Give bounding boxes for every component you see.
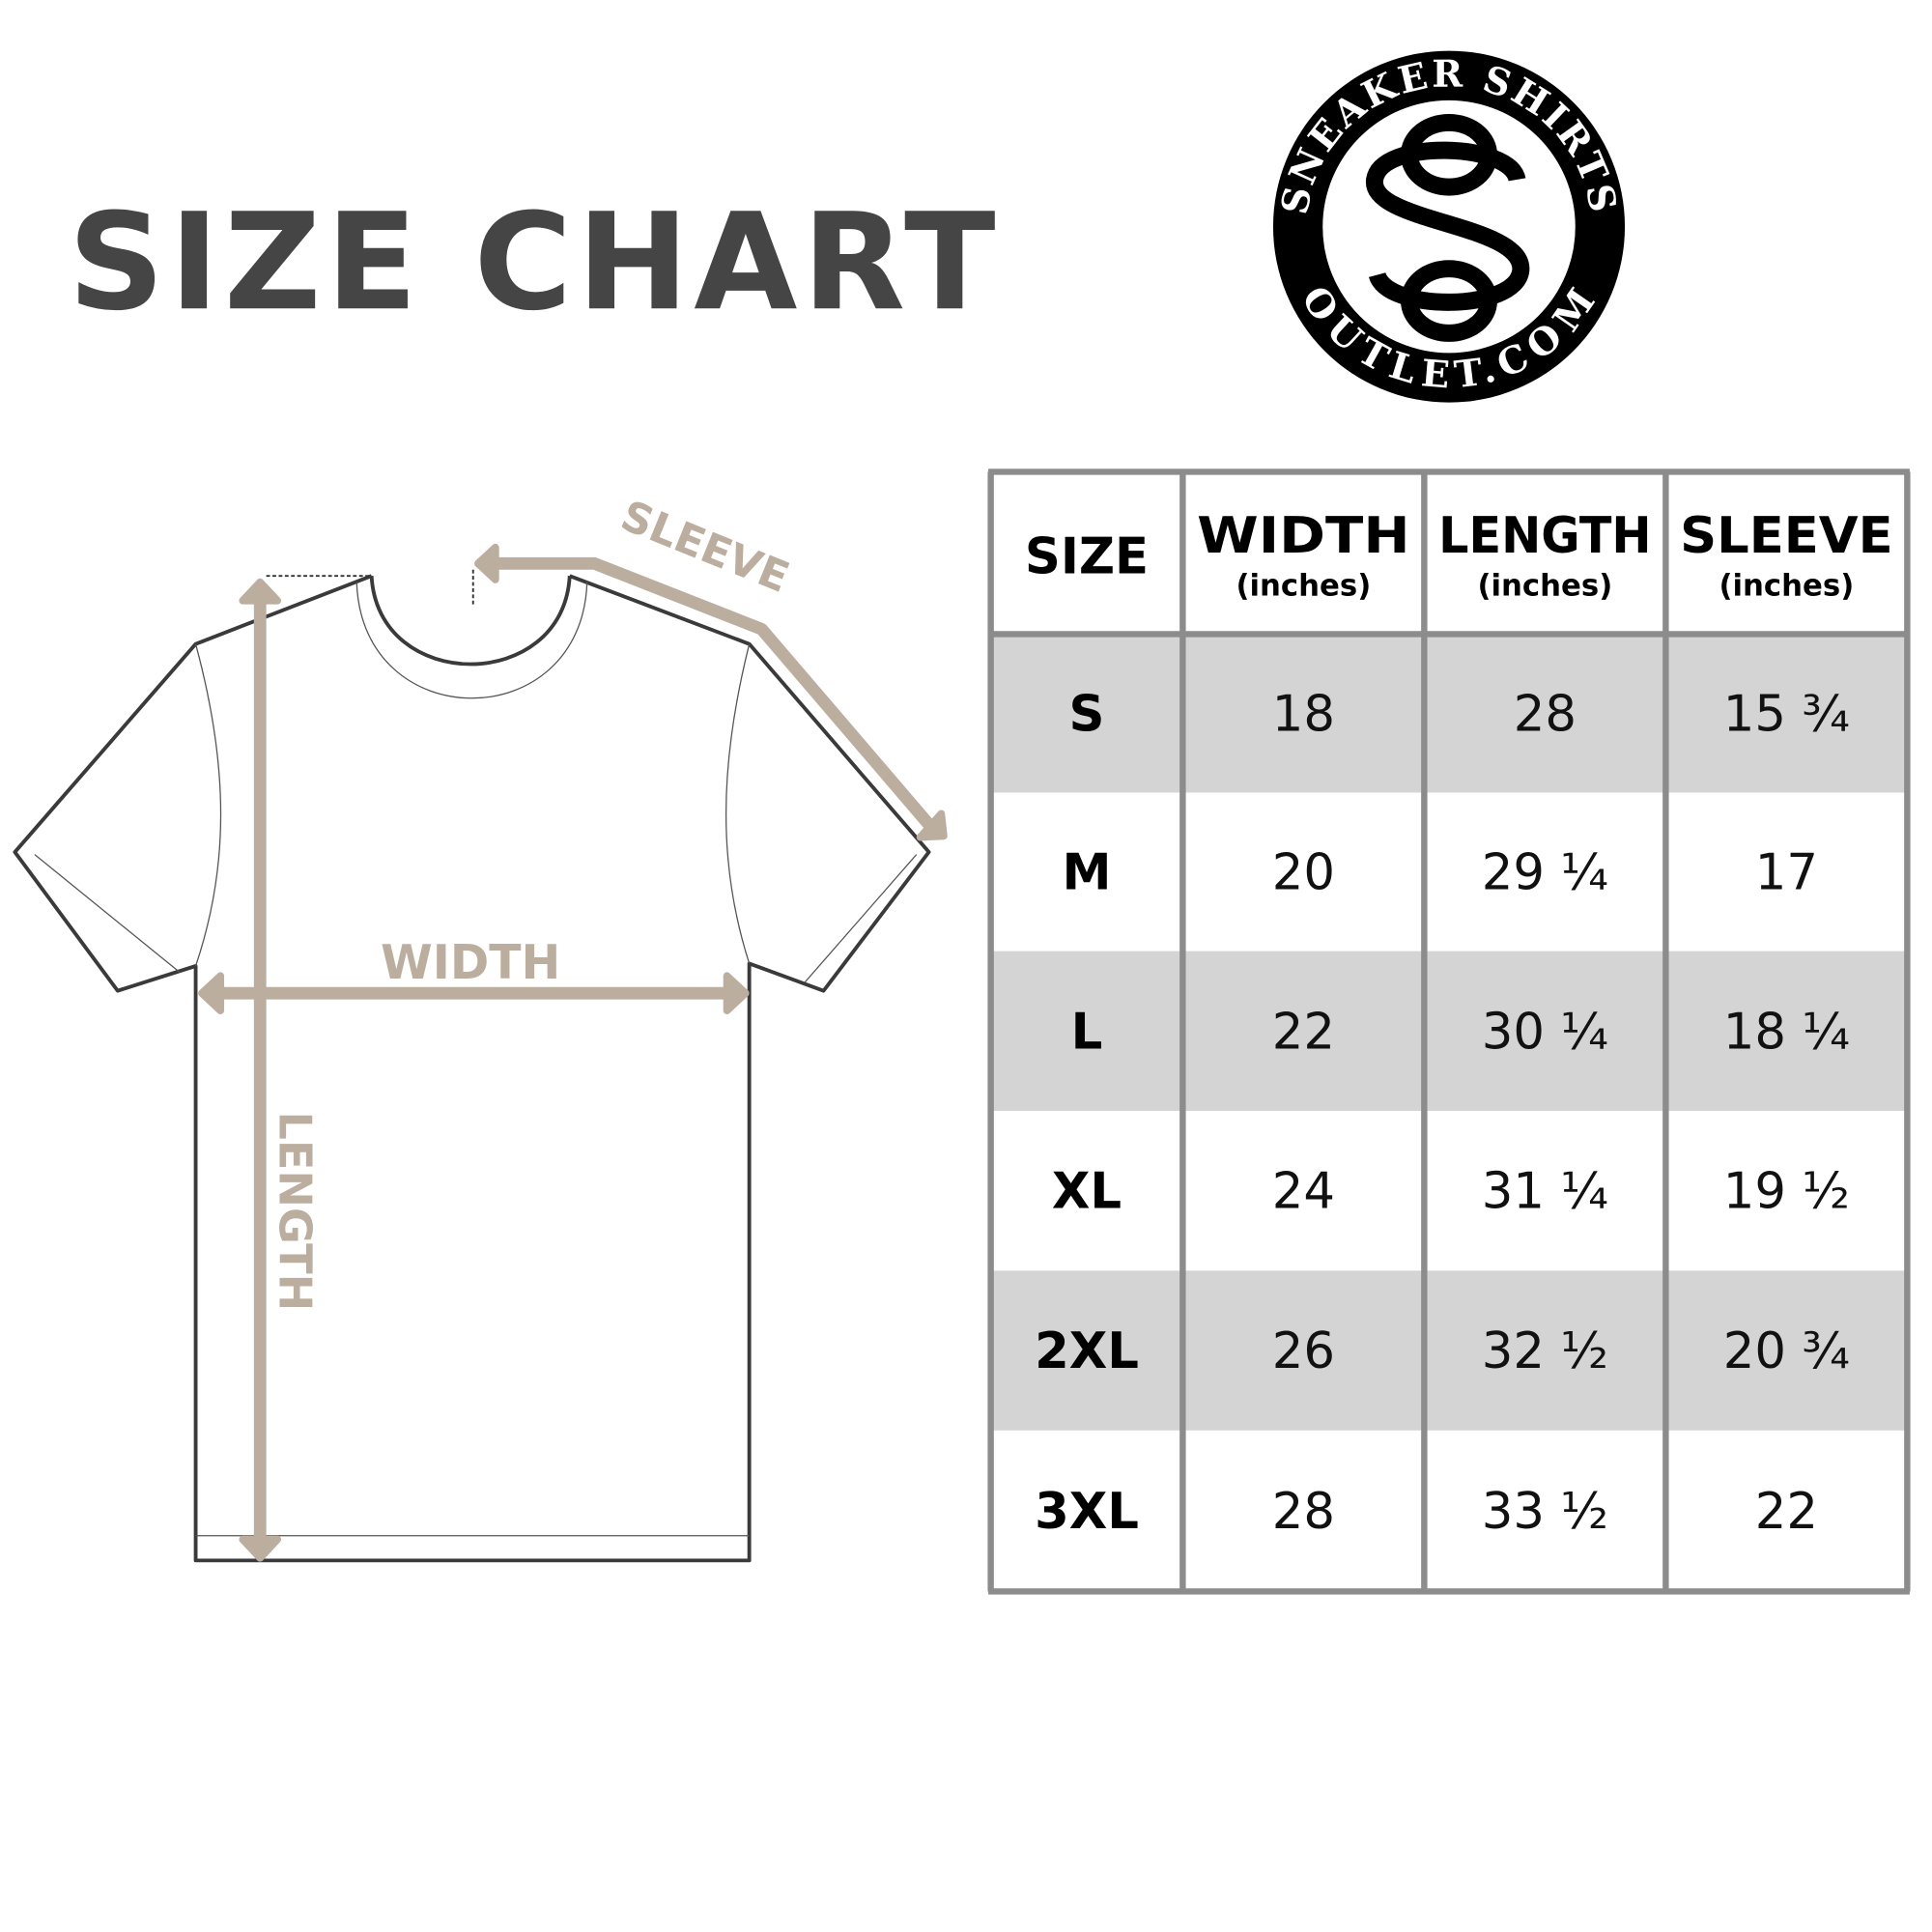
row-shading <box>990 1270 1908 1431</box>
length-label: LENGTH <box>270 1112 322 1312</box>
size-table: SIZE WIDTH (inches) LENGTH (inches) SLEEVE (in… <box>987 469 1911 1595</box>
header-length: LENGTH <box>1438 507 1652 565</box>
sleeve-arrow <box>474 543 948 841</box>
measurement-cell: 33 ½ <box>1482 1483 1608 1541</box>
measurement-cell: 31 ¼ <box>1482 1163 1608 1221</box>
measurement-cell: 17 <box>1755 844 1818 902</box>
header-unit: (inches) <box>1719 569 1854 604</box>
measurement-cell: 29 ¼ <box>1482 844 1608 902</box>
logo-monogram-icon <box>1366 113 1530 342</box>
size-cell: 3XL <box>1035 1483 1139 1541</box>
measurement-cell: 28 <box>1272 1483 1335 1541</box>
measurement-cell: 20 <box>1272 844 1335 902</box>
measurement-cell: 20 ¾ <box>1723 1322 1850 1380</box>
brand-logo: SNEAKER SHIRTS OUTLET.COM <box>1272 50 1626 403</box>
tshirt-diagram <box>13 569 931 1563</box>
measurement-cell: 30 ¼ <box>1482 1003 1608 1061</box>
measurement-cell: 19 ½ <box>1723 1163 1850 1221</box>
measurement-cell: 22 <box>1755 1483 1818 1541</box>
size-cell: 2XL <box>1035 1322 1139 1380</box>
header-size: SIZE <box>1025 528 1149 586</box>
measurement-cell: 18 <box>1272 685 1335 743</box>
page-title: SIZE CHART <box>69 184 1001 340</box>
width-label: WIDTH <box>381 936 560 990</box>
size-cell: M <box>1062 844 1111 902</box>
measurement-cell: 28 <box>1514 685 1577 743</box>
header-unit: (inches) <box>1477 569 1612 604</box>
measurement-cell: 22 <box>1272 1003 1335 1061</box>
measurement-cell: 24 <box>1272 1163 1335 1221</box>
header-width: WIDTH <box>1197 507 1410 565</box>
header-sleeve: SLEEVE <box>1680 507 1893 565</box>
measurement-cell: 32 ½ <box>1482 1322 1608 1380</box>
header-unit: (inches) <box>1236 569 1371 604</box>
measurement-cell: 26 <box>1272 1322 1335 1380</box>
width-arrow <box>198 972 750 1014</box>
measurement-cell: 18 ¼ <box>1723 1003 1850 1061</box>
row-shading <box>990 951 1908 1111</box>
measurement-cell: 15 ¾ <box>1723 685 1850 743</box>
size-cell: L <box>1071 1003 1103 1061</box>
row-shading <box>990 634 1908 793</box>
size-cell: XL <box>1052 1163 1122 1221</box>
size-cell: S <box>1069 685 1105 743</box>
length-arrow <box>239 578 282 1562</box>
